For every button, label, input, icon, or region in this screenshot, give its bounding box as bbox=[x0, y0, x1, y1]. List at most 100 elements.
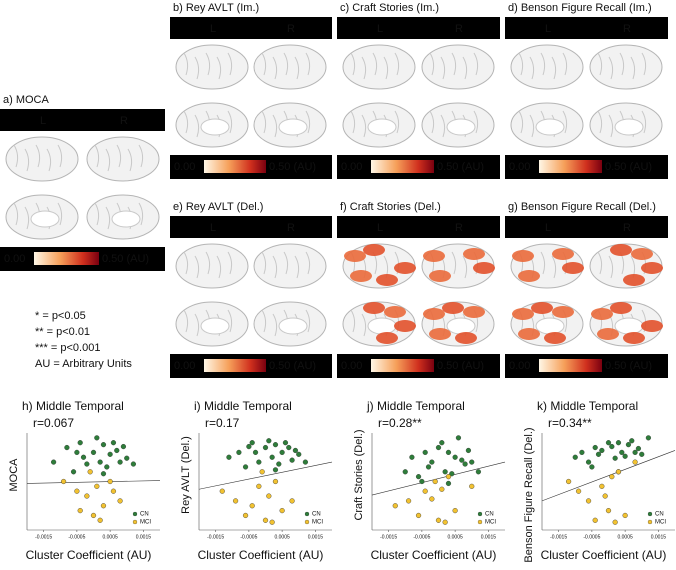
data-point bbox=[256, 459, 262, 465]
brain-fold bbox=[597, 52, 603, 76]
data-point bbox=[469, 483, 475, 489]
data-point bbox=[242, 512, 249, 519]
data-point bbox=[405, 498, 412, 504]
brain bbox=[175, 44, 249, 90]
activation-patch bbox=[623, 274, 645, 286]
brain-fold bbox=[46, 148, 52, 172]
x-tick-label: -0.0015 bbox=[380, 534, 397, 540]
hemisphere-label: R bbox=[287, 23, 295, 35]
brain-fold bbox=[116, 144, 122, 168]
data-point bbox=[465, 447, 472, 454]
data-point bbox=[50, 459, 57, 465]
brain-fold bbox=[350, 110, 356, 134]
colorbar-min: 0.00 bbox=[174, 161, 195, 173]
hemisphere-label: L bbox=[377, 23, 383, 35]
correlation-label: r=0.17 bbox=[205, 416, 240, 430]
brain-fold bbox=[24, 148, 30, 172]
colorbar-max: 0.50 (AU) bbox=[437, 161, 484, 173]
activation-patch bbox=[631, 248, 653, 260]
activation-patch bbox=[455, 332, 477, 344]
data-point bbox=[74, 488, 80, 494]
data-point bbox=[84, 493, 90, 499]
brain-fold bbox=[283, 251, 289, 275]
activation-patch bbox=[552, 306, 574, 318]
brain-medial bbox=[535, 118, 565, 136]
activation-patch bbox=[518, 270, 540, 282]
brain-fold bbox=[183, 309, 189, 333]
data-point bbox=[602, 493, 608, 499]
legend-label: MCI bbox=[312, 520, 323, 526]
data-point bbox=[272, 478, 279, 485]
x-tick-label: -0.0005 bbox=[240, 534, 257, 540]
data-point bbox=[622, 512, 628, 519]
activation-patch bbox=[394, 320, 416, 332]
colorbar-max: 0.50 (AU) bbox=[102, 253, 149, 265]
activation-patch bbox=[641, 320, 663, 332]
data-point bbox=[639, 451, 645, 457]
data-point bbox=[439, 440, 445, 446]
colorbar-min: 0.00 bbox=[341, 161, 362, 173]
brain-fold bbox=[518, 110, 524, 134]
data-point bbox=[90, 449, 97, 456]
legend-marker bbox=[477, 511, 483, 517]
data-point bbox=[246, 443, 252, 450]
brain-fold bbox=[462, 255, 468, 279]
data-point bbox=[219, 488, 225, 494]
data-point bbox=[579, 449, 585, 456]
brain bbox=[253, 243, 327, 289]
label-strip bbox=[337, 216, 500, 238]
brain-fold bbox=[551, 56, 557, 80]
brain-fold bbox=[261, 309, 267, 333]
brain-fold bbox=[294, 255, 300, 279]
x-axis-label: Cluster Coefficient (AU) bbox=[26, 548, 152, 562]
data-point bbox=[100, 503, 107, 509]
activation-patch bbox=[463, 306, 485, 318]
legend-marker bbox=[647, 511, 653, 517]
hemisphere-label: R bbox=[623, 222, 631, 234]
brain bbox=[342, 44, 416, 90]
correlation-label: r=0.34** bbox=[548, 416, 592, 430]
activation-patch bbox=[531, 302, 553, 314]
data-point bbox=[609, 474, 615, 480]
activation-patch bbox=[512, 308, 534, 320]
x-tick-label: -0.0005 bbox=[68, 534, 85, 540]
data-point bbox=[266, 438, 272, 444]
brain-fold bbox=[383, 56, 389, 80]
data-point bbox=[572, 454, 578, 460]
data-point bbox=[104, 464, 110, 470]
data-point bbox=[124, 455, 130, 461]
data-point bbox=[256, 483, 262, 489]
legend-label: CN bbox=[655, 512, 664, 518]
data-point bbox=[242, 464, 249, 470]
chart-title: j) Middle Temporal bbox=[366, 399, 465, 413]
data-point bbox=[615, 440, 622, 446]
data-point bbox=[249, 440, 255, 446]
brain-fold bbox=[127, 148, 133, 172]
x-tick-label: -0.0015 bbox=[35, 534, 52, 540]
activation-patch bbox=[623, 332, 645, 344]
correlation-label: r=0.28** bbox=[378, 416, 422, 430]
label-strip bbox=[505, 17, 668, 39]
panel-title: c) Craft Stories (Im.) bbox=[340, 2, 439, 14]
data-point bbox=[107, 478, 113, 485]
data-point bbox=[469, 459, 475, 465]
legend-label: MCI bbox=[485, 520, 496, 526]
brain-fold bbox=[227, 251, 233, 275]
brain-fold bbox=[394, 52, 400, 76]
activation-patch bbox=[473, 262, 495, 274]
activation-patch bbox=[597, 328, 619, 340]
data-point bbox=[625, 442, 632, 448]
brain-medial bbox=[446, 317, 476, 335]
activation-patch bbox=[591, 308, 613, 320]
brain-fold bbox=[138, 202, 144, 226]
colorbar bbox=[371, 160, 434, 173]
x-tick-label: -0.0005 bbox=[583, 534, 600, 540]
data-point bbox=[249, 503, 255, 509]
y-axis-label: Rey AVLT (Del.) bbox=[180, 436, 192, 514]
data-point bbox=[445, 474, 452, 480]
data-point bbox=[272, 442, 279, 448]
brain-fold bbox=[473, 52, 479, 76]
data-point bbox=[64, 444, 70, 451]
x-axis-label: Cluster Coefficient (AU) bbox=[198, 548, 324, 562]
